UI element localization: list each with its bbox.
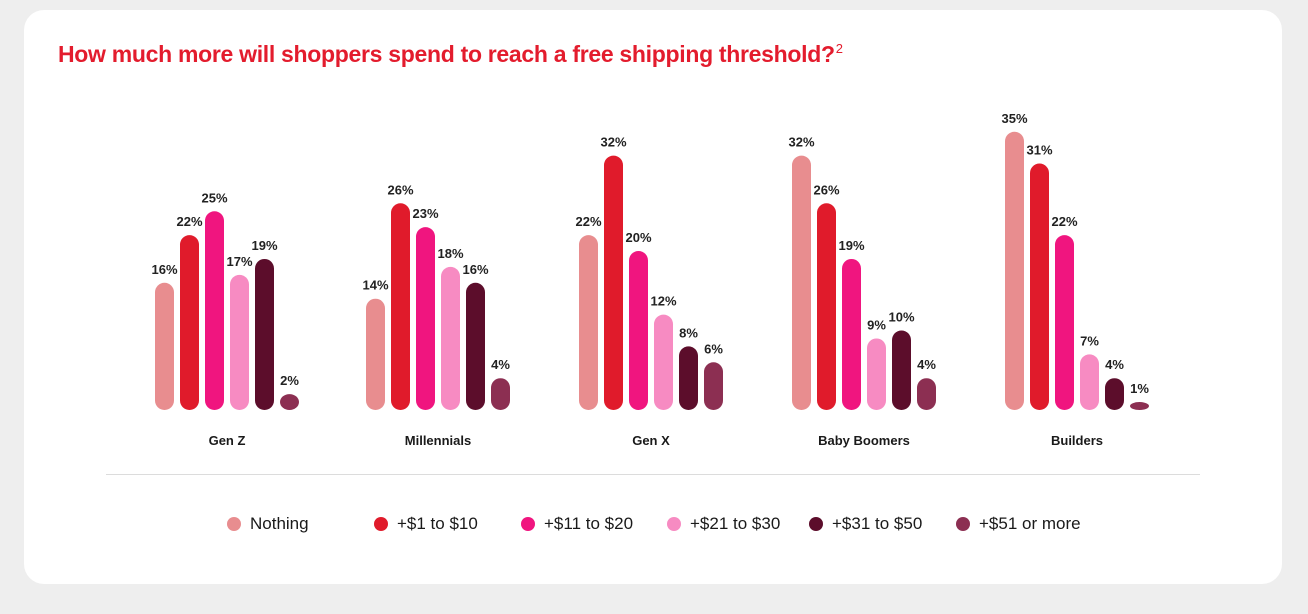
legend: Nothing +$1 to $10 +$11 to $20 +$21 to $30 +…: [24, 510, 1282, 538]
data-label-baby-boomers-nothing: 32%: [788, 135, 814, 150]
data-label-gen-z-nothing: 16%: [151, 262, 177, 277]
bar-millennials-11-to-20: [416, 227, 435, 410]
data-label-millennials-11-to-20: 23%: [412, 206, 438, 221]
bar-builders-31-to-50: [1105, 378, 1124, 410]
bar-baby-boomers-1-to-10: [817, 203, 836, 410]
data-label-baby-boomers-31-to-50: 10%: [888, 310, 914, 325]
data-label-millennials-1-to-10: 26%: [387, 182, 413, 197]
data-label-gen-x-31-to-50: 8%: [679, 325, 698, 340]
bar-millennials-31-to-50: [466, 282, 485, 410]
bar-gen-z-1-to-10: [180, 235, 199, 410]
data-label-builders-1-to-10: 31%: [1026, 143, 1052, 158]
data-label-baby-boomers-1-to-10: 26%: [813, 182, 839, 197]
legend-swatch-31-to-50: [809, 517, 823, 531]
bar-millennials-nothing: [366, 298, 385, 410]
legend-item-51-or-more: +$51 or more: [956, 510, 1081, 538]
title-footnote-marker: 2: [835, 41, 843, 57]
category-label-gen-z: Gen Z: [209, 433, 246, 448]
bar-chart: 16%22%25%17%19%2%Gen Z14%26%23%18%16%4%M…: [151, 111, 1149, 448]
bar-gen-z-31-to-50: [255, 258, 274, 410]
legend-divider: [106, 474, 1200, 475]
legend-label-1-to-10: +$1 to $10: [397, 514, 478, 533]
legend-swatch-21-to-30: [667, 517, 681, 531]
legend-swatch-51-or-more: [956, 517, 970, 531]
bar-gen-z-11-to-20: [205, 211, 224, 410]
bar-gen-z-21-to-30: [230, 274, 249, 410]
legend-item-21-to-30: +$21 to $30: [667, 510, 780, 538]
bar-gen-z-51-or-more: [280, 394, 299, 410]
data-label-builders-11-to-20: 22%: [1051, 214, 1077, 229]
bar-baby-boomers-11-to-20: [842, 258, 861, 410]
bar-baby-boomers-51-or-more: [917, 378, 936, 410]
legend-label-31-to-50: +$31 to $50: [832, 514, 923, 533]
category-label-builders: Builders: [1051, 433, 1103, 448]
bar-builders-21-to-30: [1080, 354, 1099, 410]
bar-millennials-1-to-10: [391, 203, 410, 410]
data-label-baby-boomers-21-to-30: 9%: [867, 317, 886, 332]
data-label-gen-x-51-or-more: 6%: [704, 341, 723, 356]
bar-gen-x-21-to-30: [654, 314, 673, 410]
bar-builders-1-to-10: [1030, 163, 1049, 410]
chart-title-text: How much more will shoppers spend to rea…: [58, 41, 835, 67]
data-label-builders-51-or-more: 1%: [1130, 381, 1149, 396]
chart-card: How much more will shoppers spend to rea…: [24, 10, 1282, 584]
bar-gen-x-nothing: [579, 235, 598, 410]
data-label-gen-z-31-to-50: 19%: [251, 238, 277, 253]
bar-gen-x-31-to-50: [679, 346, 698, 410]
data-label-gen-x-1-to-10: 32%: [600, 135, 626, 150]
data-label-gen-z-1-to-10: 22%: [176, 214, 202, 229]
category-label-gen-x: Gen X: [632, 433, 670, 448]
bar-gen-x-1-to-10: [604, 155, 623, 410]
legend-item-nothing: Nothing: [227, 510, 309, 538]
bar-builders-51-or-more: [1130, 402, 1149, 410]
legend-swatch-nothing: [227, 517, 241, 531]
legend-swatch-11-to-20: [521, 517, 535, 531]
legend-swatch-1-to-10: [374, 517, 388, 531]
data-label-gen-z-51-or-more: 2%: [280, 373, 299, 388]
data-label-millennials-51-or-more: 4%: [491, 357, 510, 372]
data-label-builders-31-to-50: 4%: [1105, 357, 1124, 372]
legend-item-31-to-50: +$31 to $50: [809, 510, 922, 538]
category-label-millennials: Millennials: [405, 433, 471, 448]
data-label-millennials-nothing: 14%: [362, 278, 388, 293]
data-label-gen-x-11-to-20: 20%: [625, 230, 651, 245]
legend-label-51-or-more: +$51 or more: [979, 514, 1081, 533]
data-label-builders-21-to-30: 7%: [1080, 333, 1099, 348]
bar-builders-nothing: [1005, 131, 1024, 410]
legend-label-21-to-30: +$21 to $30: [690, 514, 781, 533]
legend-item-11-to-20: +$11 to $20: [521, 510, 633, 538]
data-label-baby-boomers-51-or-more: 4%: [917, 357, 936, 372]
bar-millennials-21-to-30: [441, 266, 460, 410]
data-label-millennials-21-to-30: 18%: [437, 246, 463, 261]
bar-baby-boomers-21-to-30: [867, 338, 886, 410]
legend-label-11-to-20: +$11 to $20: [544, 514, 634, 533]
data-label-gen-x-nothing: 22%: [575, 214, 601, 229]
bar-baby-boomers-nothing: [792, 155, 811, 410]
bar-builders-11-to-20: [1055, 235, 1074, 410]
bar-millennials-51-or-more: [491, 378, 510, 410]
data-label-baby-boomers-11-to-20: 19%: [838, 238, 864, 253]
bar-gen-x-11-to-20: [629, 251, 648, 410]
data-label-builders-nothing: 35%: [1001, 111, 1027, 126]
chart-title: How much more will shoppers spend to rea…: [58, 41, 843, 68]
bar-gen-z-nothing: [155, 282, 174, 410]
legend-label-nothing: Nothing: [250, 514, 309, 533]
bar-gen-x-51-or-more: [704, 362, 723, 410]
data-label-gen-z-11-to-20: 25%: [201, 190, 227, 205]
data-label-gen-x-21-to-30: 12%: [650, 294, 676, 309]
bar-baby-boomers-31-to-50: [892, 330, 911, 410]
category-label-baby-boomers: Baby Boomers: [818, 433, 910, 448]
legend-item-1-to-10: +$1 to $10: [374, 510, 478, 538]
data-label-gen-z-21-to-30: 17%: [226, 254, 252, 269]
data-label-millennials-31-to-50: 16%: [462, 262, 488, 277]
